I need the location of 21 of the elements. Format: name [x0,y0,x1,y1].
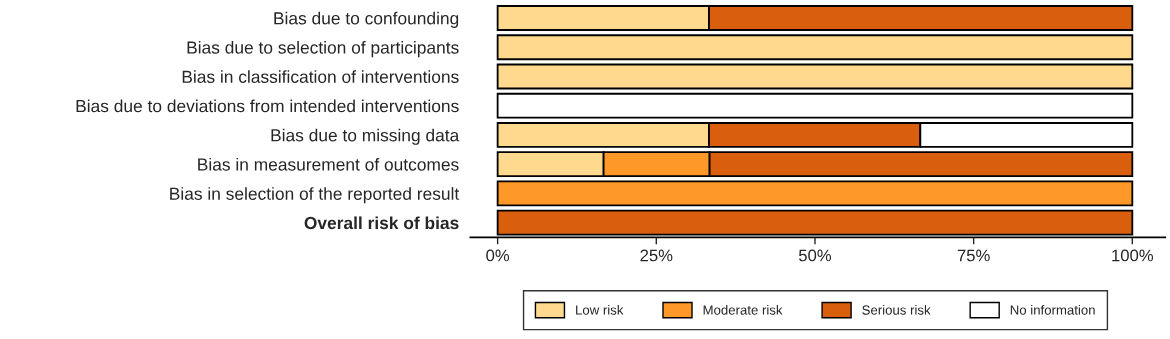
y-tick-label: Bias in measurement of outcomes [198,157,459,171]
y-tick-label: Bias due to selection of participants [187,40,459,58]
legend-label: Moderate risk [703,305,783,315]
x-tick-label: 100% [1112,249,1154,262]
x-tick-label: 0% [486,249,510,262]
y-tick-label: Bias due to confounding [274,11,459,28]
x-tick-label: 50% [798,249,832,262]
y-tick-label: Bias due to deviations from intended interventions [76,99,459,113]
bar [496,63,1134,90]
legend-label: No information [1010,305,1095,315]
y-tick-label: Bias in classification of interventions [182,70,459,83]
x-tick-label: 75% [957,249,990,262]
y-tick-label: Bias in selection of the reported result [170,187,460,204]
x-tick-label: 25% [640,249,673,262]
legend-label: Serious risk [862,305,931,315]
y-tick-label: Overall risk of bias [304,216,459,230]
y-tick-label: Bias due to missing data [271,128,460,145]
legend-label: Low risk [576,305,624,315]
bar [496,180,1134,207]
bar [496,34,1134,61]
bar [496,92,1134,119]
